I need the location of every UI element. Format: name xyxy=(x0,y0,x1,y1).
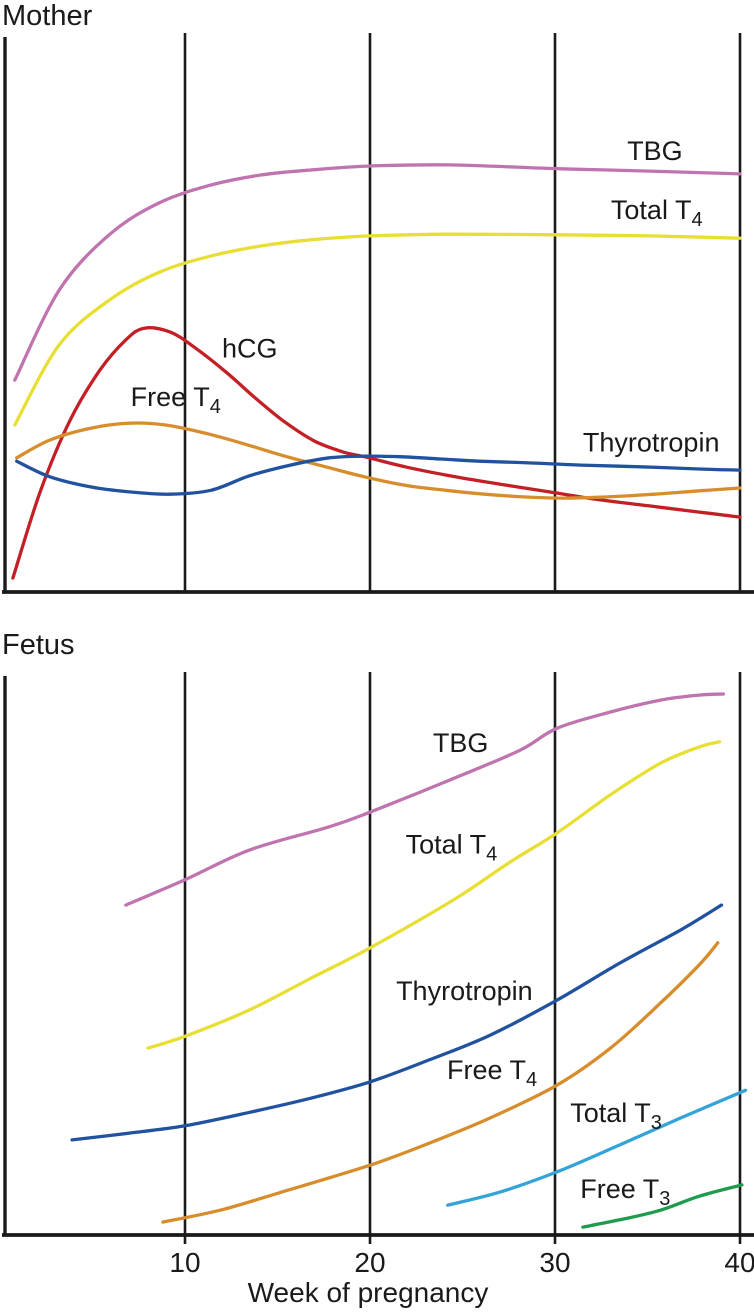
x-tick-label-30: 30 xyxy=(539,1247,570,1278)
mother-hcg-label: hCG xyxy=(222,333,278,363)
fetus-panel-group: TBG Total T4 Thyrotropin Free T4 Total T3 Fre… xyxy=(2,672,754,1278)
fetus-thyrotropin-label: Thyrotropin xyxy=(396,976,533,1006)
fetus-thyrotropin-curve xyxy=(70,903,724,1142)
fetus-panel-title: Fetus xyxy=(2,629,75,661)
fetus-tbg-label: TBG xyxy=(433,728,489,758)
fetus-free-t4-curve xyxy=(161,941,720,1224)
mother-total-t4-curve xyxy=(13,232,742,427)
mother-free-t4-curve xyxy=(15,421,742,500)
mother-tbg-curve xyxy=(13,163,742,382)
x-axis-title: Week of pregnancy xyxy=(247,1277,489,1308)
fetus-total-t4-label: Total T4 xyxy=(406,829,498,865)
mother-hcg-curve xyxy=(11,326,742,580)
mother-total-t4-label: Total T4 xyxy=(611,195,703,231)
fetus-free-t3-label: Free T3 xyxy=(580,1174,670,1210)
mother-free-t4-label: Free T4 xyxy=(131,382,221,418)
mother-thyrotropin-curve xyxy=(15,454,742,496)
mother-panel-title: Mother xyxy=(2,0,93,32)
x-tick-label-10: 10 xyxy=(169,1247,200,1278)
mother-thyrotropin-label: Thyrotropin xyxy=(583,428,720,458)
mother-tbg-label: TBG xyxy=(627,136,683,166)
fetus-total-t3-curve xyxy=(446,1088,748,1207)
fetus-total-t3-label: Total T3 xyxy=(570,1098,662,1134)
fetus-free-t4-label: Free T4 xyxy=(447,1055,537,1091)
fetus-total-t4-curve xyxy=(146,740,722,1050)
fetus-free-t3-curve xyxy=(581,1183,744,1229)
fetus-tbg-curve xyxy=(124,692,726,907)
x-tick-label-40: 40 xyxy=(724,1247,754,1278)
x-tick-label-20: 20 xyxy=(354,1247,385,1278)
